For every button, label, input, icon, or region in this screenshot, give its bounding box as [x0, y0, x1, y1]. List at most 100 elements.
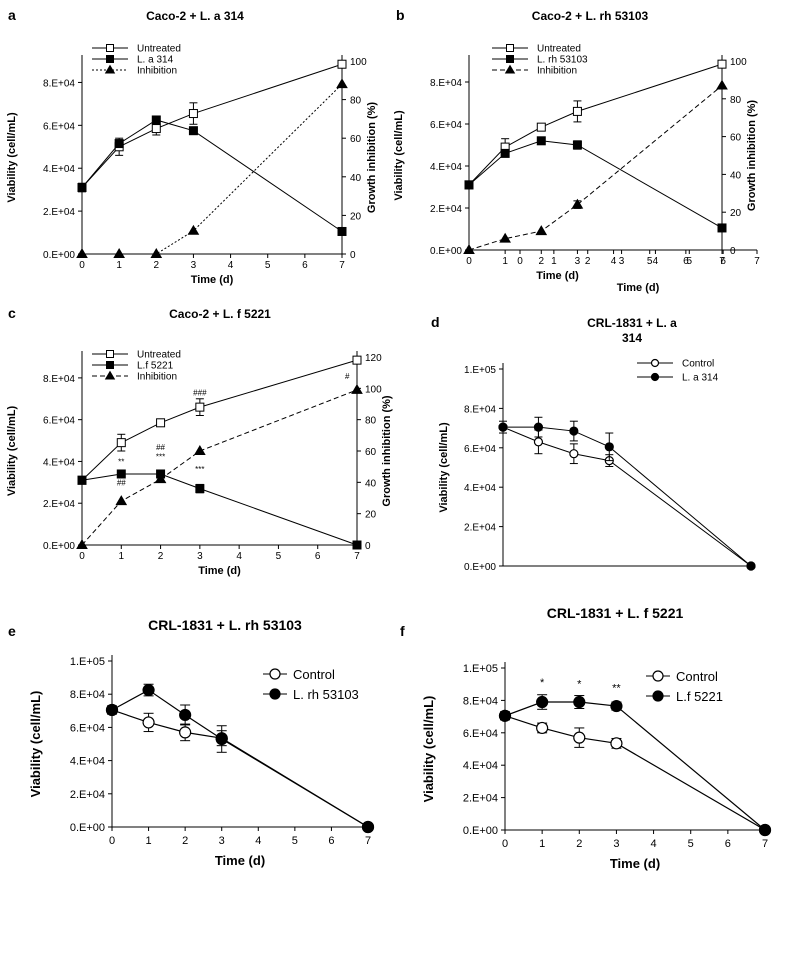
x-tick-label: 1 [116, 260, 122, 271]
y-tick-label: 8.E+04 [430, 78, 462, 89]
series-1 [77, 115, 347, 236]
y2-tick-label: 0 [730, 246, 736, 257]
series-line [502, 426, 752, 567]
panel-e: e CRL-1831 + L. rh 53103 0.E+00 2.E+04 4.E+0… [8, 617, 375, 868]
significance-annotation: ### [193, 389, 207, 398]
data-point [746, 561, 756, 571]
data-point [151, 115, 161, 125]
data-point [361, 820, 375, 834]
y-tick-label: 6.E+04 [464, 444, 496, 455]
data-point [194, 445, 206, 455]
x-tick-label: 7 [339, 260, 345, 271]
data-point [195, 484, 205, 494]
y2-tick-label: 80 [730, 95, 742, 106]
legend: Control L. a 314 [637, 359, 719, 384]
data-point [610, 699, 623, 713]
legend-marker [104, 370, 116, 380]
y-tick-label: 2.E+04 [43, 499, 75, 510]
y-tick-label: 4.E+04 [43, 457, 75, 468]
data-point [351, 383, 363, 394]
y-tick-label: 2.E+04 [430, 204, 462, 215]
y-tick-label: 1.E+05 [70, 656, 105, 668]
legend-label: Untreated [137, 44, 181, 55]
data-point [215, 732, 228, 746]
y-tick-label: 1.E+05 [463, 663, 498, 675]
series-1 [498, 416, 756, 571]
x-tick-label: 4 [611, 256, 617, 267]
legend-label: Control [676, 669, 718, 684]
series-2 [76, 383, 363, 549]
panel-f: f CRL-1831 + L. f 5221 0.E+00 2.E+04 4.E+04 6… [400, 605, 772, 871]
significance-annotation: * [540, 677, 545, 689]
legend-marker [506, 55, 514, 63]
panel-c: c Caco-2 + L. f 5221 0.E+00 2.E+04 4.E+04 6.E… [6, 305, 393, 577]
data-point [114, 139, 124, 149]
data-point [498, 709, 512, 722]
legend-label: Control [293, 667, 335, 682]
series-0 [498, 420, 756, 571]
significance-annotation: *** [195, 465, 204, 474]
significance-annotation: ** [612, 682, 621, 694]
x-tick-label-extra: 6 [720, 256, 726, 267]
data-point [337, 226, 347, 236]
y2-tick-label: 40 [350, 173, 362, 184]
legend: Control L. rh 53103 [263, 667, 359, 702]
y-tick-label: 0.E+00 [43, 541, 75, 552]
y2-tick-label: 0 [365, 541, 371, 552]
x-tick-label: 5 [276, 551, 282, 562]
y2-tick-label: 40 [365, 478, 377, 489]
series-2 [76, 78, 348, 258]
x-tick-label: 3 [575, 256, 581, 267]
series-line [82, 83, 343, 255]
legend: Control L.f 5221 [646, 669, 723, 704]
x-tick-label-extra: 7 [754, 256, 760, 267]
y-tick-label: 6.E+04 [70, 722, 105, 734]
y2-tick-label: 100 [730, 57, 747, 68]
x-axis-label: Time (d) [610, 856, 660, 871]
legend-label: Control [682, 359, 714, 370]
y2-tick-label: 60 [350, 134, 362, 145]
x-tick-label: 6 [683, 256, 689, 267]
significance-annotation: ## [156, 443, 165, 452]
chart-title: 314 [622, 331, 642, 345]
y-tick-label: 8.E+04 [70, 689, 105, 701]
y2-tick-label: 60 [365, 447, 377, 458]
y2-tick-label: 120 [365, 353, 382, 364]
significance-annotation: ## [117, 478, 126, 487]
x-axis-label-extra: Time (d) [617, 282, 660, 294]
legend-marker [504, 64, 516, 74]
y-tick-label: 2.E+04 [70, 789, 105, 801]
series-line [111, 689, 369, 828]
significance-annotation: * [577, 678, 582, 690]
x-tick-label: 7 [719, 256, 725, 267]
data-point [536, 695, 549, 709]
x-axis-label: Time (d) [536, 270, 579, 282]
panel-letter: d [431, 314, 440, 330]
x-tick-label: 5 [647, 256, 653, 267]
y-tick-label: 0.E+00 [430, 246, 462, 257]
y2-tick-label: 100 [365, 384, 382, 395]
data-point [142, 683, 155, 697]
legend-marker [650, 372, 660, 382]
legend-marker [269, 668, 281, 680]
x-tick-label: 1 [146, 835, 152, 847]
data-point [500, 148, 510, 158]
x-tick-label: 6 [315, 551, 321, 562]
y2-axis-label: Growth inhibition (%) [366, 102, 378, 214]
chart-title: CRL-1831 + L. rh 53103 [148, 617, 302, 633]
x-tick-label: 3 [191, 260, 197, 271]
x-tick-label-extra: 3 [619, 256, 625, 267]
series-0 [464, 59, 727, 190]
x-tick-label: 4 [228, 260, 234, 271]
legend-marker [106, 361, 114, 369]
series-1 [77, 469, 362, 550]
y2-tick-label: 20 [350, 211, 362, 222]
panel-letter: f [400, 623, 405, 639]
x-tick-label-extra: 4 [653, 256, 659, 267]
significance-annotation: ** [118, 458, 124, 467]
data-point [464, 180, 474, 190]
y2-tick-label: 100 [350, 57, 367, 68]
panel-letter: c [8, 305, 16, 321]
